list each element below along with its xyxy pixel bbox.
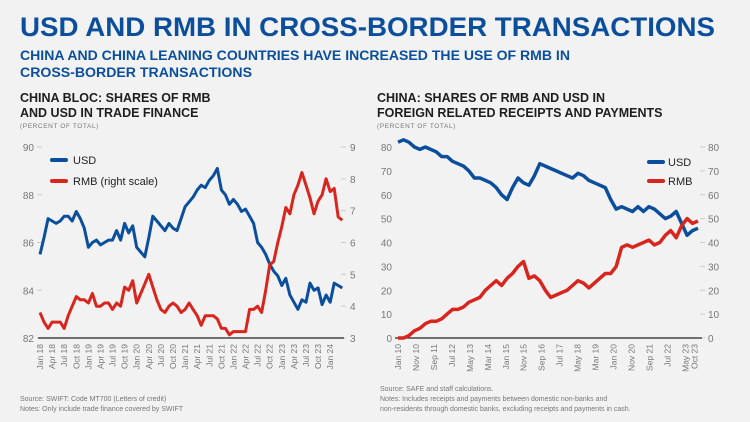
y-tick-right: 50 [708, 215, 720, 226]
x-tick-label: Jan 20 [609, 344, 619, 370]
x-tick-label: Apr 19 [95, 344, 105, 369]
chart-receipts-payments: CHINA: SHARES OF RMB AND USD IN FOREIGN … [377, 91, 720, 413]
x-tick-label: Oct 21 [216, 344, 226, 369]
x-tick-label: May 13 [465, 344, 475, 372]
chart-unit: (PERCENT OF TOTAL) [20, 123, 99, 130]
y-tick-left: 70 [381, 167, 393, 178]
y-tick-right: 4 [350, 302, 356, 313]
x-tick-label: Nov 10 [411, 344, 421, 371]
x-tick-label: Jan 20 [132, 344, 142, 370]
y-tick-right: 30 [708, 262, 720, 273]
y-tick-left: 0 [386, 334, 392, 345]
x-tick-label: Nov 20 [627, 344, 637, 371]
y-tick-left: 30 [381, 262, 393, 273]
x-tick-label: Jan 15 [501, 344, 511, 370]
y-tick-right: 3 [350, 334, 356, 345]
y-tick-left: 86 [23, 239, 35, 250]
x-tick-label: Jan 23 [277, 344, 287, 370]
x-tick-label: Jul 23 [301, 344, 311, 367]
main-title: USD AND RMB IN CROSS-BORDER TRANSACTIONS [20, 12, 715, 42]
x-tick-label: Jul 18 [59, 344, 69, 367]
y-tick-right: 40 [708, 239, 720, 250]
y-tick-left: 40 [381, 239, 393, 250]
y-tick-right: 9 [350, 143, 356, 154]
chart-unit: (PERCENT OF TOTAL) [377, 123, 456, 130]
notes-line-2: non-residents through domestic banks, ex… [380, 406, 631, 413]
notes: Notes: Only include trade finance covere… [20, 406, 184, 413]
x-tick-label: Oct 18 [71, 344, 81, 369]
series-line-rmb [38, 171, 344, 337]
y-tick-right: 8 [350, 175, 356, 186]
chart-trade-finance: CHINA BLOC: SHARES OF RMB AND USD IN TRA… [20, 91, 356, 413]
x-tick-label: Mar 14 [483, 344, 493, 371]
x-tick-label: Sep 21 [644, 344, 654, 371]
x-tick-label: Nov 15 [519, 344, 529, 371]
y-tick-left: 84 [23, 286, 35, 297]
legend-label: USD [73, 155, 96, 167]
x-tick-label: Jul 20 [156, 344, 166, 367]
x-tick-label: Apr 21 [192, 344, 202, 369]
x-tick-label: Jan 22 [228, 344, 238, 370]
x-tick-label: Jan 18 [35, 344, 45, 370]
x-tick-label: Apr 22 [241, 344, 251, 369]
series-line-rmb [398, 216, 699, 340]
y-tick-right: 5 [350, 270, 356, 281]
series-line-usd [38, 167, 344, 311]
notes-line-1: Notes: Includes receipts and payments be… [380, 396, 607, 403]
x-tick-label: Apr 20 [144, 344, 154, 369]
x-tick-label: Oct 19 [120, 344, 130, 369]
x-tick-label: Jan 10 [393, 344, 403, 370]
legend-label: USD [668, 157, 691, 169]
x-tick-label: Sep 16 [537, 344, 547, 371]
subtitle-line-1: CHINA AND CHINA LEANING COUNTRIES HAVE I… [20, 48, 570, 63]
x-tick-label: Oct 23 [689, 344, 699, 369]
y-tick-right: 6 [350, 239, 356, 250]
x-tick-label: Jul 17 [555, 344, 565, 367]
x-tick-label: Jan 19 [83, 344, 93, 370]
chart-title-line-1: CHINA BLOC: SHARES OF RMB [20, 91, 211, 105]
x-tick-label: Oct 22 [265, 344, 275, 369]
x-tick-label: May 23 [680, 344, 690, 372]
chart-title-line-1: CHINA: SHARES OF RMB AND USD IN [377, 91, 605, 105]
y-tick-right: 70 [708, 167, 720, 178]
legend-label: RMB (right scale) [73, 176, 158, 188]
y-tick-left: 10 [381, 310, 393, 321]
x-tick-label: Apr 23 [289, 344, 299, 369]
y-tick-right: 0 [708, 334, 714, 345]
y-tick-left: 88 [23, 191, 35, 202]
x-tick-label: Apr 18 [47, 344, 57, 369]
y-tick-left: 20 [381, 286, 393, 297]
x-tick-label: Jul 22 [662, 344, 672, 367]
x-tick-label: Jul 19 [108, 344, 118, 367]
x-tick-label: Jul 21 [204, 344, 214, 367]
y-tick-right: 7 [350, 207, 356, 218]
source-note: Source: SAFE and staff calculations. [380, 386, 494, 393]
y-tick-right: 10 [708, 310, 720, 321]
x-tick-label: Sep 11 [429, 344, 439, 371]
subtitle-line-2: CROSS-BORDER TRANSACTIONS [20, 65, 252, 80]
series-line-usd [397, 138, 699, 238]
y-tick-left: 50 [381, 215, 393, 226]
y-tick-left: 80 [381, 143, 393, 154]
chart-title-line-2: AND USD IN TRADE FINANCE [20, 106, 198, 120]
source-note: Source: SWIFT: Code MT700 (Letters of cr… [20, 396, 166, 403]
y-tick-left: 90 [23, 143, 35, 154]
y-tick-right: 60 [708, 191, 720, 202]
x-tick-label: Jan 21 [180, 344, 190, 370]
x-tick-label: Jul 22 [253, 344, 263, 367]
y-tick-right: 20 [708, 286, 720, 297]
y-tick-left: 60 [381, 191, 393, 202]
x-tick-label: Mar 19 [591, 344, 601, 371]
x-tick-label: Oct 20 [168, 344, 178, 369]
chart-title-line-2: FOREIGN RELATED RECEIPTS AND PAYMENTS [377, 106, 662, 120]
x-tick-label: Oct 23 [313, 344, 323, 369]
x-tick-label: Jan 24 [325, 344, 335, 370]
x-tick-label: Jul 12 [447, 344, 457, 367]
x-tick-label: May 18 [573, 344, 583, 372]
y-tick-right: 80 [708, 143, 720, 154]
y-tick-left: 82 [23, 334, 35, 345]
legend-label: RMB [668, 176, 692, 188]
